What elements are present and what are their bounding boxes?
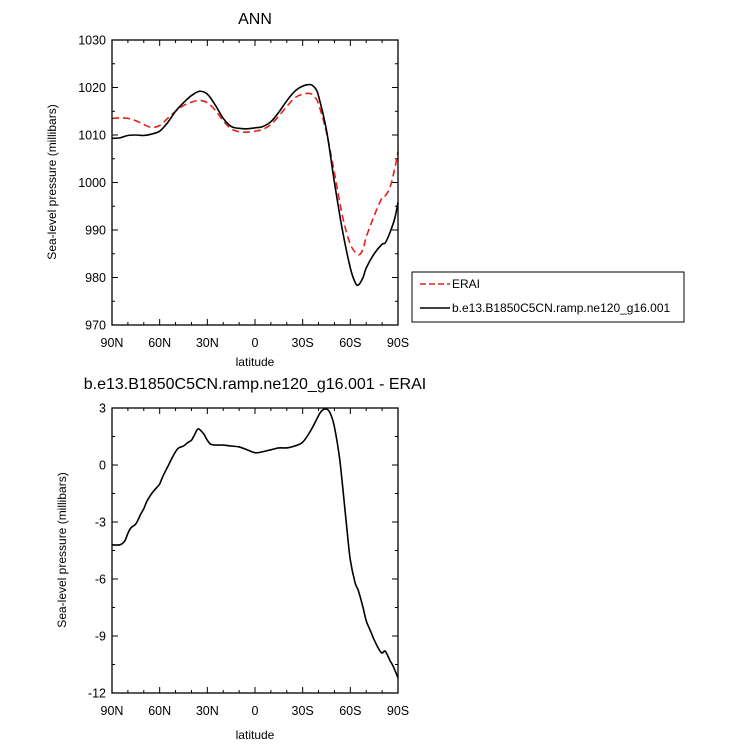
y-tick-label: -9 [95, 630, 106, 644]
plot-frame [111, 407, 399, 694]
slp-difference-panel: b.e13.B1850C5CN.ramp.ne120_g16.001 - ERA… [55, 376, 426, 742]
y-tick-label: -12 [88, 687, 106, 701]
series-line [111, 408, 399, 679]
tick-group: 90N 60N 30N 0 30S 60S 90S 970 980 990 1000 1010 1020… [78, 34, 409, 351]
slp-panel: ANN 90N 60N 30N 0 30S 60S 90S 970 980 990 1000 1010… [45, 11, 409, 369]
y-tick-label: -3 [95, 516, 106, 530]
legend-box [411, 271, 685, 323]
x-tick-label: 30S [292, 704, 314, 718]
y-axis-title: Sea-level pressure (millibars) [55, 472, 69, 627]
x-tick-label: 60N [148, 704, 171, 718]
y-tick-label: 1000 [78, 176, 106, 190]
legend-label-erai: ERAI [452, 277, 480, 291]
x-tick-label: 90N [101, 336, 124, 350]
x-tick-label: 0 [252, 336, 259, 350]
y-axis-title: Sea-level pressure (millibars) [45, 104, 59, 259]
x-axis-title: latitude [236, 355, 275, 369]
y-tick-label: 3 [99, 402, 106, 416]
x-axis-title: latitude [236, 728, 275, 742]
x-tick-label: 90S [387, 336, 409, 350]
x-tick-label: 60N [148, 336, 171, 350]
series-group [111, 83, 399, 287]
x-tick-label: 0 [252, 704, 259, 718]
x-tick-label: 30N [196, 336, 219, 350]
legend: ERAI b.e13.B1850C5CN.ramp.ne120_g16.001 [411, 271, 685, 323]
y-tick-label: 970 [85, 319, 106, 333]
x-tick-label: 90N [101, 704, 124, 718]
series-line [111, 83, 399, 287]
y-tick-label: -6 [95, 573, 106, 587]
series-line [111, 92, 399, 256]
x-tick-label: 60S [339, 704, 361, 718]
x-tick-label: 90S [387, 704, 409, 718]
y-tick-label: 0 [99, 459, 106, 473]
plot-frame [111, 39, 399, 326]
y-tick-label: 1020 [78, 81, 106, 95]
legend-label-model: b.e13.B1850C5CN.ramp.ne120_g16.001 [452, 301, 670, 315]
tick-group: 90N 60N 30N 0 30S 60S 90S -12 -9 -6 -3 0 3 [88, 402, 409, 719]
x-tick-label: 30S [292, 336, 314, 350]
y-tick-label: 1030 [78, 34, 106, 48]
y-tick-label: 990 [85, 224, 106, 238]
panel-title: ANN [238, 11, 272, 28]
y-tick-label: 980 [85, 271, 106, 285]
panel-title: b.e13.B1850C5CN.ramp.ne120_g16.001 - ERA… [84, 376, 426, 393]
x-tick-label: 60S [339, 336, 361, 350]
series-group [111, 408, 399, 679]
y-tick-label: 1010 [78, 129, 106, 143]
x-tick-label: 30N [196, 704, 219, 718]
